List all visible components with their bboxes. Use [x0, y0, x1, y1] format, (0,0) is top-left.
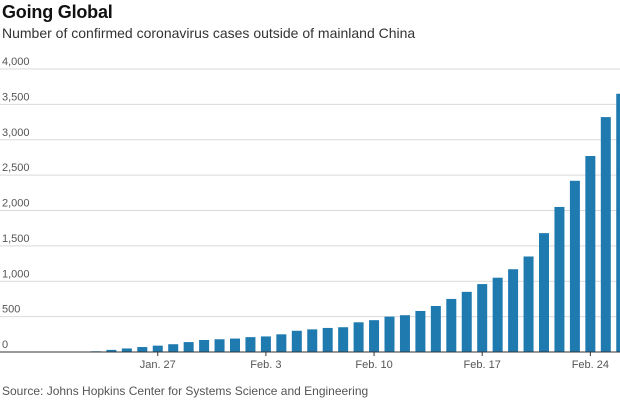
bar — [585, 156, 596, 352]
y-tick-label: 1,500 — [2, 233, 30, 245]
y-tick-label: 1,000 — [2, 268, 30, 280]
y-tick-label: 3,500 — [2, 91, 30, 103]
bar — [508, 269, 519, 352]
bar — [214, 339, 225, 352]
bar — [461, 291, 472, 352]
y-tick-label: 2,500 — [2, 162, 30, 174]
y-tick-label: 4,000 — [2, 56, 30, 68]
bars — [75, 93, 620, 353]
y-tick-labels: 0 500 1,000 1,500 2,000 2,500 3,000 3,500 4,000 — [2, 56, 30, 351]
bar — [539, 233, 549, 352]
x-tick-labels: Jan. 27 Feb. 3 Feb. 10 Feb. 17 Feb. 24 — [140, 359, 609, 371]
bar — [616, 93, 620, 352]
y-tick-label: 0 — [2, 339, 8, 351]
x-tick-label: Feb. 10 — [355, 359, 392, 371]
y-tick-label: 3,000 — [2, 127, 30, 139]
bar — [569, 180, 580, 352]
bar — [307, 329, 318, 352]
x-tick-label: Jan. 27 — [140, 359, 176, 371]
bar — [492, 277, 503, 352]
bar — [600, 117, 611, 352]
bar — [322, 327, 333, 352]
bar — [230, 338, 240, 352]
chart-title: Going Global — [2, 2, 113, 22]
x-ticks — [157, 352, 591, 356]
bar — [353, 322, 364, 352]
bar — [152, 345, 163, 352]
bar — [276, 334, 287, 352]
bar — [260, 336, 271, 352]
bar — [430, 306, 441, 352]
y-tick-label: 2,000 — [2, 198, 30, 210]
bar — [415, 310, 426, 352]
bar — [477, 284, 488, 352]
x-tick-label: Feb. 17 — [464, 359, 501, 371]
x-tick-label: Feb. 24 — [572, 359, 609, 371]
bar — [523, 256, 534, 352]
bar — [137, 347, 148, 352]
bar — [554, 206, 565, 352]
bar — [369, 320, 380, 352]
bar — [199, 339, 210, 352]
bar — [291, 330, 302, 352]
bar — [168, 344, 179, 352]
chart-source: Source: Johns Hopkins Center for Systems… — [2, 384, 369, 398]
bar — [446, 298, 457, 352]
bar — [384, 316, 395, 352]
bar — [399, 315, 410, 352]
bar — [121, 348, 132, 352]
bar — [338, 327, 349, 352]
x-tick-label: Feb. 3 — [250, 359, 281, 371]
bar — [245, 337, 256, 352]
bar — [183, 342, 194, 352]
bar — [106, 349, 117, 352]
y-tick-label: 500 — [2, 304, 20, 316]
chart-subtitle: Number of confirmed coronavirus cases ou… — [2, 25, 416, 41]
